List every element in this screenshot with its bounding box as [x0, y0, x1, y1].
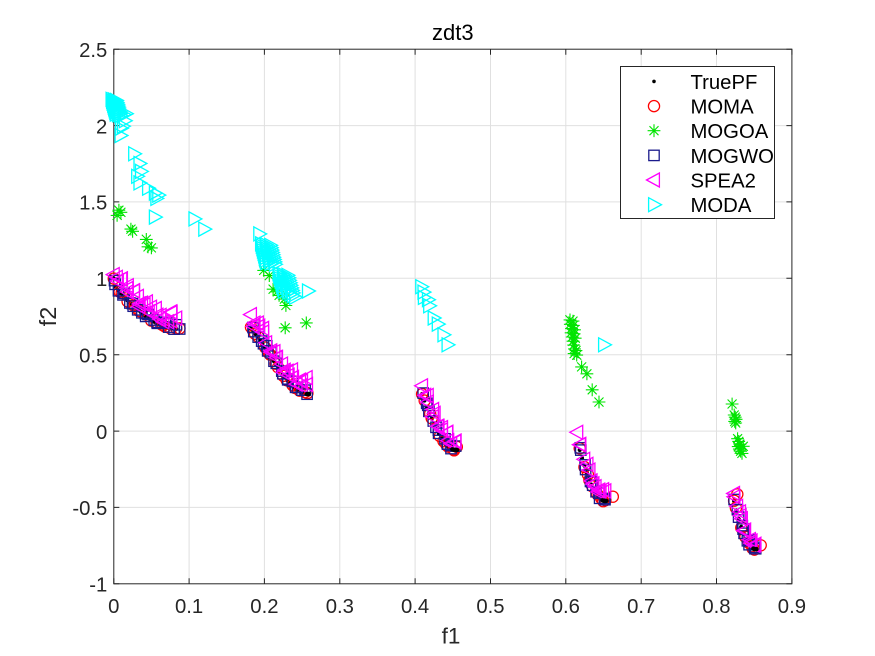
svg-text:MODA: MODA [691, 195, 752, 217]
svg-text:2: 2 [96, 116, 107, 138]
svg-text:f2: f2 [35, 307, 61, 327]
svg-text:zdt3: zdt3 [432, 20, 474, 45]
svg-text:0.5: 0.5 [79, 346, 107, 368]
svg-text:0.7: 0.7 [627, 596, 655, 618]
svg-text:1.5: 1.5 [79, 193, 107, 215]
svg-text:f1: f1 [442, 624, 461, 649]
svg-text:MOGWO: MOGWO [691, 146, 774, 168]
svg-text:0.8: 0.8 [702, 596, 730, 618]
svg-text:0: 0 [96, 422, 107, 444]
svg-text:MOMA: MOMA [691, 97, 755, 119]
svg-text:0: 0 [108, 596, 119, 618]
svg-text:0.9: 0.9 [778, 596, 806, 618]
svg-text:0.5: 0.5 [476, 596, 504, 618]
svg-text:0.2: 0.2 [250, 596, 278, 618]
svg-text:0.1: 0.1 [175, 596, 203, 618]
svg-text:0.4: 0.4 [401, 596, 429, 618]
svg-text:SPEA2: SPEA2 [691, 170, 756, 192]
svg-text:0.6: 0.6 [552, 596, 580, 618]
svg-text:-1: -1 [89, 575, 107, 597]
svg-text:2.5: 2.5 [79, 40, 107, 62]
svg-text:MOGOA: MOGOA [691, 121, 769, 143]
svg-text:-0.5: -0.5 [72, 498, 107, 520]
svg-text:TruePF: TruePF [691, 72, 758, 94]
svg-text:0.3: 0.3 [326, 596, 354, 618]
svg-text:1: 1 [96, 269, 107, 291]
